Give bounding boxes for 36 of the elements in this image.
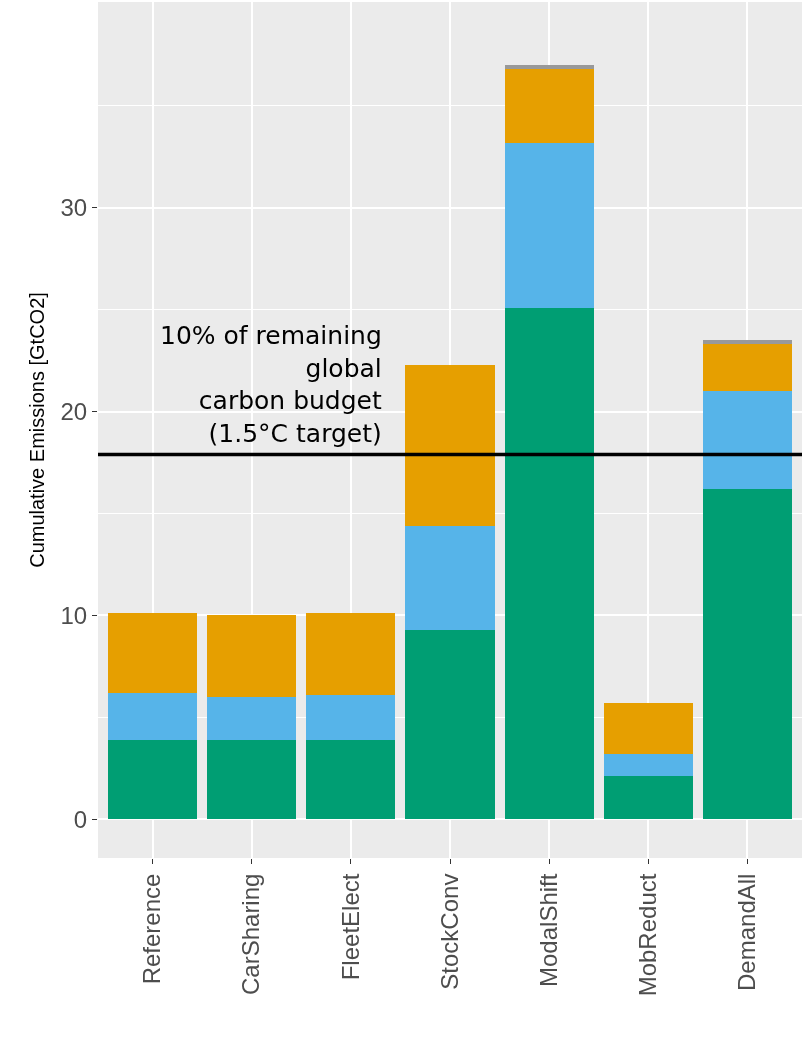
y-axis-title: Cumulative Emissions [GtCO2] xyxy=(26,292,48,568)
y-tick-label: 30 xyxy=(60,194,88,222)
x-tick-label: StockConv xyxy=(435,873,463,990)
x-tick-label: CarSharing xyxy=(237,873,265,996)
ref-line-label: 10% of remaining global carbon budget (1.5°C target) xyxy=(160,321,382,448)
y-tick-label: 10 xyxy=(60,601,88,629)
x-tick-label: ModalShift xyxy=(534,873,562,987)
bar xyxy=(603,703,693,755)
bar xyxy=(504,142,594,308)
x-tick-label: Reference xyxy=(138,873,166,985)
x-tick-label: MobReduct xyxy=(634,873,662,997)
bar xyxy=(504,307,594,820)
bar xyxy=(702,344,793,392)
x-tick-label: FleetElect xyxy=(336,873,364,981)
bar xyxy=(504,65,594,70)
bar xyxy=(306,694,396,740)
bar xyxy=(702,391,793,490)
bar xyxy=(207,739,297,820)
y-tick-label: 0 xyxy=(73,805,88,833)
bar xyxy=(603,754,693,777)
bar xyxy=(405,364,495,526)
bar xyxy=(702,489,793,820)
bar xyxy=(306,739,396,820)
bar xyxy=(107,692,198,740)
bar xyxy=(504,69,594,143)
y-tick-label: 20 xyxy=(60,398,88,426)
bar xyxy=(107,613,198,693)
bar xyxy=(306,613,396,695)
bar xyxy=(405,525,495,630)
bar xyxy=(603,776,693,820)
x-tick-label: DemandAll xyxy=(733,873,761,991)
bar xyxy=(207,615,297,697)
bar xyxy=(405,629,495,820)
bar xyxy=(702,340,793,345)
bar xyxy=(207,696,297,740)
bar xyxy=(107,739,198,820)
